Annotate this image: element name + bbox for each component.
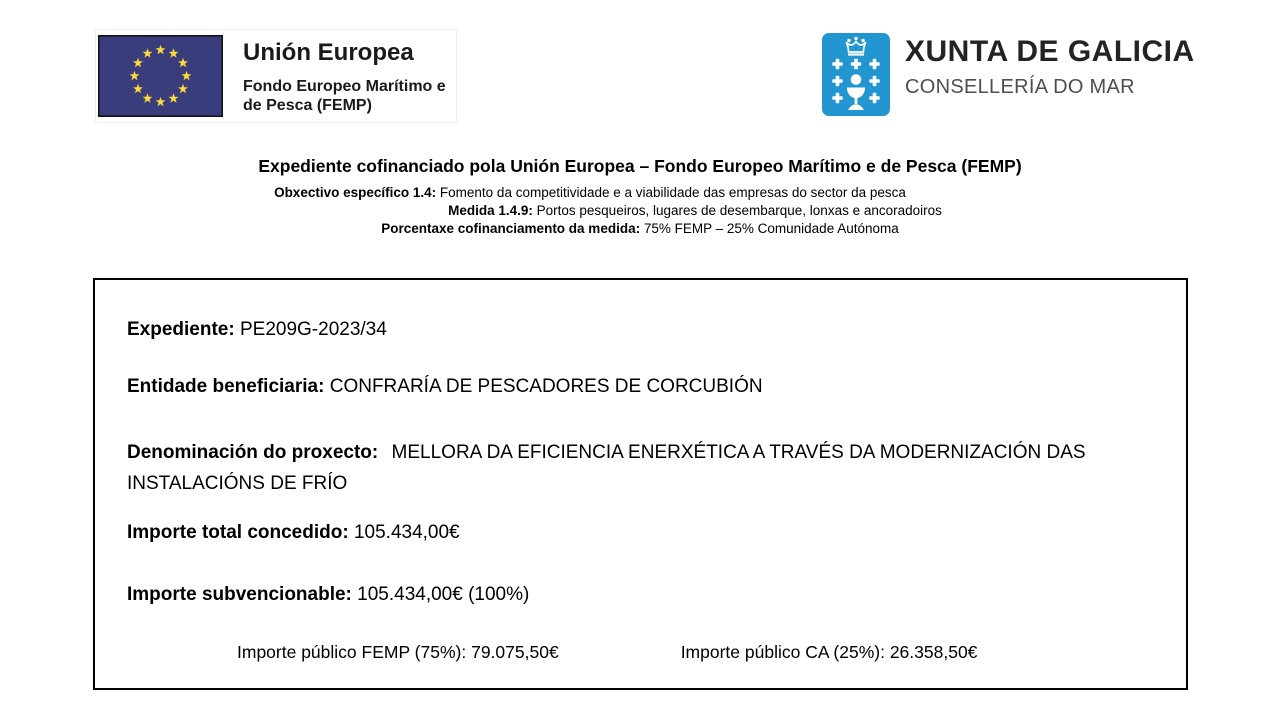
expediente-label: Expediente: bbox=[127, 319, 235, 340]
header-cofinance-label: Porcentaxe cofinanciamento da medida: bbox=[381, 221, 641, 236]
total-granted-label: Importe total concedido: bbox=[127, 522, 349, 543]
header-title: Expediente cofinanciado pola Unión Europ… bbox=[258, 156, 1022, 176]
eu-logo-fund-name: Fondo Europeo Marítimo e de Pesca (FEMP) bbox=[243, 77, 446, 115]
public-femp-label: Importe público FEMP (75%): bbox=[237, 642, 467, 662]
beneficiary-value: CONFRARÍA DE PESCADORES DE CORCUBIÓN bbox=[329, 376, 763, 397]
project-label: Denominación do proxecto: bbox=[127, 442, 379, 463]
galicia-emblem-icon bbox=[822, 33, 890, 116]
header-objective-label: Obxectivo específico 1.4: bbox=[274, 185, 437, 200]
header-objective: Obxectivo específico 1.4: Fomento da com… bbox=[0, 184, 1230, 202]
xunta-logo-text: XUNTA DE GALICIA CONSELLERÍA DO MAR bbox=[905, 33, 1195, 99]
expediente-value: PE209G-2023/34 bbox=[239, 319, 387, 340]
header-cofinance-text: 75% FEMP – 25% Comunidade Autónoma bbox=[643, 221, 899, 236]
subsidizable-value: 105.434,00€ (100%) bbox=[357, 584, 530, 605]
eu-logo-block: Unión Europea Fondo Europeo Marítimo e d… bbox=[95, 29, 457, 123]
eu-fund-line1: Fondo Europeo Marítimo e bbox=[243, 78, 446, 95]
beneficiary-row: Entidade beneficiaria: CONFRARÍA DE PESC… bbox=[127, 375, 1156, 399]
header-measure: Medida 1.4.9: Portos pesqueiros, lugares… bbox=[55, 202, 1280, 220]
public-femp-value: 79.075,50€ bbox=[471, 642, 559, 662]
public-femp-item: Importe público FEMP (75%): 79.075,50€ bbox=[237, 640, 559, 664]
eu-logo-title: Unión Europea bbox=[243, 39, 414, 66]
header-measure-text: Portos pesqueiros, lugares de desembarqu… bbox=[536, 203, 942, 218]
expediente-row: Expediente: PE209G-2023/34 bbox=[127, 318, 1156, 342]
eu-fund-line2: de Pesca (FEMP) bbox=[243, 97, 372, 114]
public-ca-label: Importe público CA (25%): bbox=[680, 642, 885, 662]
xunta-title: XUNTA DE GALICIA bbox=[905, 35, 1195, 68]
crown-shape bbox=[845, 36, 867, 56]
header-measure-label: Medida 1.4.9: bbox=[448, 203, 533, 218]
beneficiary-label: Entidade beneficiaria: bbox=[127, 376, 325, 397]
public-amounts-row: Importe público FEMP (75%): 79.075,50€ I… bbox=[127, 640, 1156, 664]
project-row: Denominación do proxecto: MELLORA DA EFI… bbox=[127, 437, 1156, 499]
public-ca-value: 26.358,50€ bbox=[889, 642, 978, 662]
header-objective-text: Fomento da competitividade e a viabilida… bbox=[439, 185, 906, 200]
public-ca-item: Importe público CA (25%): 26.358,50€ bbox=[681, 640, 978, 664]
details-box: Expediente: PE209G-2023/34 Entidade bene… bbox=[93, 278, 1188, 690]
subsidizable-row: Importe subvencionable: 105.434,00€ (100… bbox=[127, 583, 1156, 607]
project-value: MELLORA DA EFICIENCIA ENERXÉTICA A TRAVÉ… bbox=[127, 442, 1086, 494]
eu-logo-text: Unión Europea Fondo Europeo Marítimo e d… bbox=[243, 35, 446, 115]
total-granted-value: 105.434,00€ bbox=[353, 522, 460, 543]
eu-flag-icon bbox=[98, 35, 223, 117]
xunta-logo-block: XUNTA DE GALICIA CONSELLERÍA DO MAR bbox=[822, 33, 1195, 116]
subsidizable-label: Importe subvencionable: bbox=[127, 584, 352, 605]
xunta-department: CONSELLERÍA DO MAR bbox=[905, 76, 1135, 98]
header-cofinance: Porcentaxe cofinanciamento da medida: 75… bbox=[0, 220, 1280, 238]
header-block: Expediente cofinanciado pola Unión Europ… bbox=[0, 156, 1280, 238]
total-granted-row: Importe total concedido: 105.434,00€ bbox=[127, 521, 1156, 545]
